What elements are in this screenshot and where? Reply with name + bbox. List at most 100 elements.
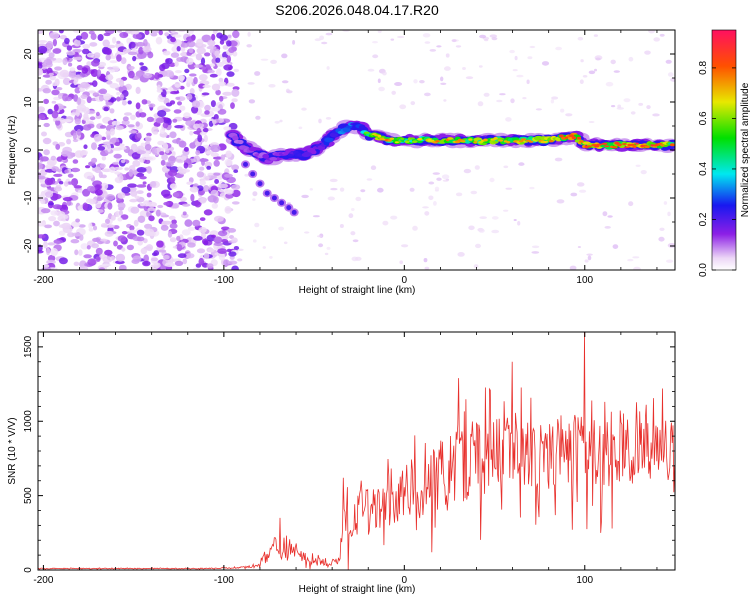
spectrogram-noise-blob xyxy=(115,260,125,265)
spectrogram-noise-blob xyxy=(216,68,222,76)
spectrogram-faint-blob xyxy=(478,65,483,68)
spectrogram-noise-blob xyxy=(141,99,148,105)
spectrogram-noise-blob xyxy=(169,91,180,95)
spectrogram-noise-blob xyxy=(165,102,173,107)
spectrogram-noise-blob xyxy=(206,263,214,269)
spectrogram-signal-blob xyxy=(377,134,382,138)
spectrogram-noise-blob xyxy=(176,235,181,241)
spectrogram-noise-blob xyxy=(104,230,114,237)
spectrogram-faint-blob xyxy=(550,99,555,104)
spectrogram-noise-blob xyxy=(90,60,100,67)
spectrogram-noise-blob xyxy=(199,131,207,136)
spectrogram-faint-blob xyxy=(570,192,578,197)
spectrogram-faint-blob xyxy=(593,34,599,37)
spectrogram-noise-blob xyxy=(130,114,136,121)
spectrogram-noise-blob xyxy=(117,202,126,210)
spectrogram-faint-blob xyxy=(410,101,416,106)
spectrogram-noise-blob xyxy=(95,256,101,262)
spectrogram-noise-blob xyxy=(213,242,224,247)
spectrogram-frame xyxy=(37,29,676,271)
spectrogram-noise-blob xyxy=(38,30,45,34)
spectrogram-faint-blob xyxy=(652,113,660,117)
spectrogram-noise-blob xyxy=(58,230,66,236)
spectrogram-faint-blob xyxy=(613,70,620,73)
spectrogram-noise-blob xyxy=(55,87,63,91)
spectrogram-noise-blob xyxy=(113,225,120,230)
spectrogram-noise-blob xyxy=(202,77,207,81)
spectrogram-faint-blob xyxy=(268,84,276,88)
spectrogram-noise-blob xyxy=(79,265,89,270)
spectrogram-signal-blob xyxy=(601,142,608,145)
spectrogram-noise-blob xyxy=(97,69,102,77)
spectrogram-noise-blob xyxy=(82,44,91,49)
spectrogram-noise-blob xyxy=(140,247,148,255)
spectrogram-noise-blob xyxy=(43,264,50,268)
spectrogram-noise-blob xyxy=(143,157,154,160)
spectrogram-faint-blob xyxy=(663,201,668,205)
spectrogram-faint-blob xyxy=(327,196,335,201)
spectrogram-noise-blob xyxy=(42,137,52,145)
spectrogram-noise-blob xyxy=(177,166,183,171)
spectrogram-noise-blob xyxy=(218,81,226,87)
spectrogram-faint-blob xyxy=(535,108,543,111)
spectrogram-signal-blob xyxy=(518,140,524,143)
spectrogram-noise-blob xyxy=(136,236,145,242)
spectrogram-noise-blob xyxy=(156,240,164,248)
spectrogram-noise-blob xyxy=(231,184,241,191)
spectrogram-signal-blob xyxy=(498,139,504,142)
spectrogram-noise-blob xyxy=(112,36,117,44)
colorbar-tick-label: 0.4 xyxy=(698,162,709,176)
spectrogram-faint-blob xyxy=(667,211,671,217)
spectrogram-faint-blob xyxy=(370,165,377,170)
spectrogram-noise-blob xyxy=(103,32,111,37)
spectrogram-signal-blob xyxy=(412,140,418,143)
spectrogram-noise-blob xyxy=(139,112,147,118)
spectrogram-faint-blob xyxy=(443,99,447,102)
spectrogram-noise-blob xyxy=(182,211,187,216)
spectrogram-noise-blob xyxy=(86,245,91,250)
spectrogram-noise-blob xyxy=(74,150,84,158)
spectrogram-faint-blob xyxy=(399,260,404,265)
spectrogram-signal-blob xyxy=(579,140,584,143)
spectrogram-xtick-label: 100 xyxy=(576,275,593,286)
spectrogram-noise-blob xyxy=(180,155,187,161)
spectrogram-faint-blob xyxy=(301,194,309,199)
spectrogram-noise-blob xyxy=(92,225,98,231)
spectrogram-noise-blob xyxy=(179,75,184,83)
spectrogram-faint-blob xyxy=(556,199,565,204)
spectrogram-signal-blob xyxy=(624,146,630,149)
spectrogram-faint-blob xyxy=(541,61,550,66)
spectrogram-signal-blob xyxy=(558,134,564,138)
spectrogram-noise-blob xyxy=(181,229,191,236)
spectrogram-noise-blob xyxy=(100,238,108,242)
spectrogram-ytick-label: 20 xyxy=(23,48,34,60)
spectrogram-faint-blob xyxy=(610,59,616,65)
spectrogram-faint-blob xyxy=(237,248,244,251)
spectrogram-noise-blob xyxy=(121,186,131,194)
spectrogram-noise-blob xyxy=(203,185,210,192)
spectrogram-noise-blob xyxy=(89,116,96,121)
spectrogram-noise-blob xyxy=(66,45,73,51)
spectrogram-noise-blob xyxy=(75,35,83,41)
spectrogram-noise-blob xyxy=(222,45,229,50)
spectrogram-noise-blob xyxy=(52,38,58,47)
spectrogram-faint-blob xyxy=(366,178,373,181)
spectrogram-noise-blob xyxy=(180,56,188,63)
spectrogram-noise-blob xyxy=(38,45,48,54)
spectrogram-noise-blob xyxy=(136,184,147,188)
spectrogram-noise-blob xyxy=(211,234,216,238)
spectrogram-branch-blob xyxy=(271,195,277,201)
spectrogram-noise-blob xyxy=(206,165,212,170)
spectrogram-faint-blob xyxy=(285,88,290,94)
spectrogram-noise-blob xyxy=(111,55,116,60)
spectrogram-noise-blob xyxy=(189,88,195,95)
spectrogram-noise-blob xyxy=(130,206,140,214)
spectrogram-noise-blob xyxy=(184,219,193,227)
spectrogram-noise-blob xyxy=(172,203,180,209)
spectrogram-faint-blob xyxy=(462,67,466,70)
spectrogram-faint-blob xyxy=(325,32,333,36)
spectrogram-faint-blob xyxy=(503,209,509,212)
spectrogram-noise-blob xyxy=(100,182,109,190)
spectrogram-faint-blob xyxy=(269,256,273,259)
spectrogram-faint-blob xyxy=(554,157,563,162)
